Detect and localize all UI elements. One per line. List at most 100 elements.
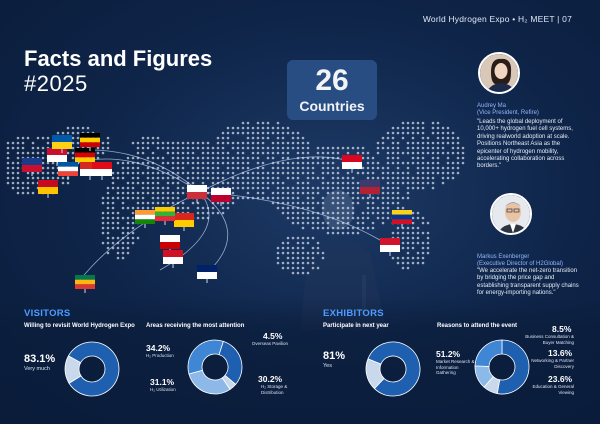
- map-dot: [231, 156, 235, 160]
- map-dot: [306, 196, 310, 200]
- map-dot: [421, 161, 425, 165]
- map-dot: [376, 211, 380, 215]
- map-dot: [31, 181, 35, 185]
- map-dot: [326, 221, 330, 225]
- map-dot: [226, 181, 230, 185]
- map-dot: [216, 161, 220, 165]
- areas-pct-utilization: 31.1%: [150, 377, 175, 387]
- map-dot: [416, 126, 420, 130]
- map-dot: [131, 216, 135, 220]
- map-dot: [321, 146, 325, 150]
- map-dot: [96, 156, 100, 160]
- map-dot: [106, 186, 110, 190]
- map-dot: [266, 176, 270, 180]
- map-dot: [101, 201, 105, 205]
- map-dot: [421, 136, 425, 140]
- map-dot: [86, 126, 90, 130]
- map-dot: [21, 181, 25, 185]
- map-dot: [321, 201, 325, 205]
- map-dot: [371, 221, 375, 225]
- map-dot: [241, 131, 245, 135]
- map-dot: [326, 161, 330, 165]
- map-dot: [411, 226, 415, 230]
- countries-label: Countries: [299, 98, 365, 114]
- map-dot: [201, 206, 205, 210]
- map-dot: [271, 171, 275, 175]
- map-dot: [356, 231, 360, 235]
- map-dot: [301, 146, 305, 150]
- map-dot: [281, 266, 285, 270]
- map-dot: [306, 216, 310, 220]
- map-dot: [171, 176, 175, 180]
- map-dot: [151, 156, 155, 160]
- map-dot: [201, 161, 205, 165]
- map-dot: [426, 236, 430, 240]
- map-dot: [426, 181, 430, 185]
- page-header: World Hydrogen Expo • H₂ MEET | 07: [422, 14, 572, 24]
- map-dot: [16, 171, 20, 175]
- map-dot: [396, 131, 400, 135]
- map-dot: [306, 166, 310, 170]
- map-dot: [221, 181, 225, 185]
- map-dot: [446, 171, 450, 175]
- map-dot: [266, 146, 270, 150]
- map-dot: [191, 181, 195, 185]
- map-dot: [286, 186, 290, 190]
- map-dot: [406, 241, 410, 245]
- map-dot: [336, 166, 340, 170]
- map-dot: [76, 131, 80, 135]
- donut-slice: [187, 339, 224, 375]
- map-dot: [246, 146, 250, 150]
- map-dot: [156, 196, 160, 200]
- map-dot: [401, 171, 405, 175]
- map-dot: [311, 196, 315, 200]
- map-dot: [231, 171, 235, 175]
- map-dot: [231, 181, 235, 185]
- map-dot: [296, 151, 300, 155]
- map-dot: [186, 156, 190, 160]
- map-dot: [281, 181, 285, 185]
- map-dot: [451, 146, 455, 150]
- map-dot: [371, 196, 375, 200]
- map-dot: [306, 211, 310, 215]
- map-dot: [111, 226, 115, 230]
- map-dot: [441, 166, 445, 170]
- map-dot: [406, 186, 410, 190]
- map-dot: [221, 201, 225, 205]
- map-dot: [126, 171, 130, 175]
- map-dot: [11, 181, 15, 185]
- map-dot: [66, 131, 70, 135]
- map-dot: [366, 166, 370, 170]
- map-dot: [271, 141, 275, 145]
- map-dot: [276, 196, 280, 200]
- map-dot: [146, 176, 150, 180]
- map-dot: [306, 256, 310, 260]
- map-dot: [326, 151, 330, 155]
- map-dot: [216, 166, 220, 170]
- map-dot: [376, 161, 380, 165]
- map-dot: [106, 136, 110, 140]
- map-dot: [431, 141, 435, 145]
- map-dot: [316, 186, 320, 190]
- map-dot: [231, 186, 235, 190]
- map-dot: [406, 191, 410, 195]
- map-dot: [296, 131, 300, 135]
- map-dot: [251, 156, 255, 160]
- map-dot: [421, 231, 425, 235]
- map-dot: [376, 151, 380, 155]
- map-dot: [291, 146, 295, 150]
- map-dot: [341, 211, 345, 215]
- map-dot: [116, 196, 120, 200]
- map-dot: [386, 176, 390, 180]
- map-dot: [286, 176, 290, 180]
- map-dot: [111, 171, 115, 175]
- map-dot: [246, 121, 250, 125]
- map-dot: [16, 166, 20, 170]
- map-dot: [401, 161, 405, 165]
- map-dot: [421, 251, 425, 255]
- map-dot: [276, 251, 280, 255]
- speaker-photo-markus: [490, 193, 532, 235]
- map-dot: [241, 161, 245, 165]
- map-dot: [416, 161, 420, 165]
- map-dot: [256, 156, 260, 160]
